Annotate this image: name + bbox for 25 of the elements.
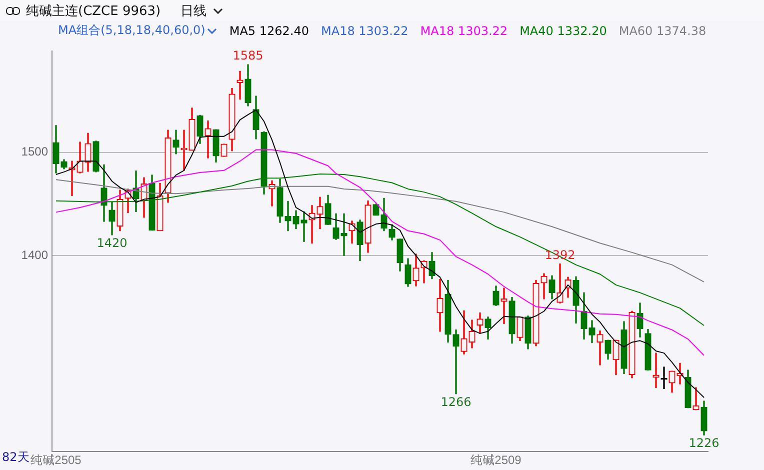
text: MA18 1303.22	[420, 24, 508, 38]
text: 日线	[180, 2, 207, 20]
y-tick-label: 1400	[21, 248, 48, 262]
chart-subtitle: MA组合(5,18,18,40,60,0)	[58, 22, 206, 39]
candlestick	[284, 201, 292, 232]
x-tick-label: 纯碱2505	[30, 453, 82, 468]
candlestick	[204, 120, 212, 158]
annotation: 1585	[232, 48, 264, 63]
text: MA40 1332.20	[520, 24, 607, 38]
text: MA18 1303.22	[321, 24, 408, 38]
candlestick	[300, 211, 308, 242]
text: MA5 1262.40	[229, 24, 309, 38]
x-tick-label: 纯碱2509	[470, 453, 522, 468]
chart-title: 纯碱主连(CZCE 9963)	[26, 2, 161, 20]
candlestick	[180, 130, 188, 171]
text: 82天	[2, 449, 30, 466]
candlestick	[340, 213, 348, 256]
candlestick	[596, 330, 604, 366]
candlestick	[500, 288, 508, 324]
annotation: 1226	[688, 436, 720, 450]
annotation: 1420	[96, 236, 128, 250]
annotation: 1266	[440, 394, 472, 409]
candlestick	[452, 330, 460, 394]
y-tick-label: 1500	[21, 144, 48, 159]
text: MA60 1374.38	[618, 24, 706, 38]
